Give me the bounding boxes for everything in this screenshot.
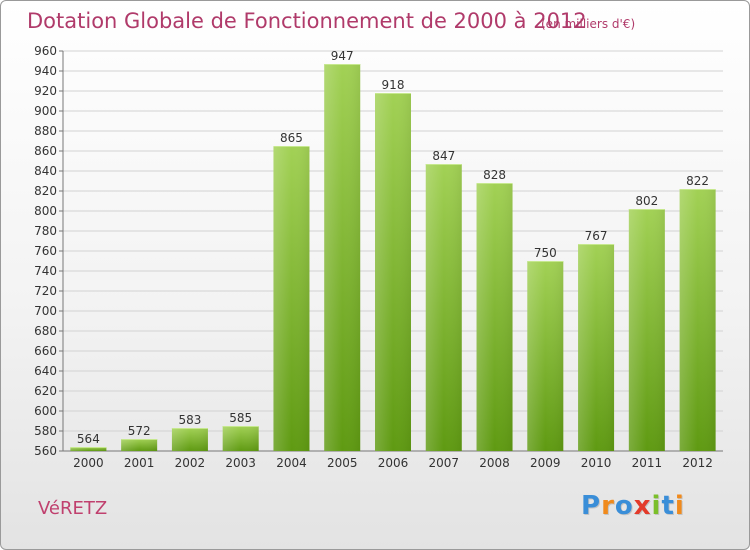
- bar-shine: [679, 189, 716, 451]
- x-tick-label: 2003: [225, 456, 256, 470]
- bar-shine: [527, 261, 564, 451]
- logo-letter: t: [661, 491, 675, 521]
- y-tick-label: 600: [34, 404, 57, 418]
- y-tick-label: 840: [34, 164, 57, 178]
- bar-shine: [578, 244, 615, 451]
- y-tick-label: 680: [34, 324, 57, 338]
- bar-value-label: 767: [585, 229, 608, 243]
- y-tick-label: 880: [34, 124, 57, 138]
- bar-value-label: 564: [77, 432, 100, 446]
- y-tick-label: 580: [34, 424, 57, 438]
- bar-shine: [324, 64, 361, 451]
- logo-letter: o: [614, 491, 634, 521]
- bar-shine: [273, 146, 310, 451]
- commune-name: VéRETZ: [38, 498, 108, 519]
- y-tick-label: 960: [34, 44, 57, 58]
- x-tick-label: 2002: [175, 456, 206, 470]
- bar-value-label: 865: [280, 131, 303, 145]
- x-tick-label: 2008: [479, 456, 510, 470]
- bar-value-label: 947: [331, 49, 354, 63]
- logo-letter: x: [633, 491, 652, 521]
- x-tick-label: 2007: [428, 456, 459, 470]
- y-tick-label: 900: [34, 104, 57, 118]
- x-tick-label: 2012: [682, 456, 713, 470]
- y-tick-label: 740: [34, 264, 57, 278]
- x-tick-label: 2005: [327, 456, 358, 470]
- bar-value-label: 918: [382, 78, 405, 92]
- bar-value-label: 572: [128, 424, 151, 438]
- logo-letter: P: [581, 491, 602, 521]
- bar-value-label: 750: [534, 246, 557, 260]
- y-tick-label: 640: [34, 364, 57, 378]
- bar-shine: [476, 183, 513, 451]
- bar-shine: [375, 93, 411, 451]
- y-tick-label: 700: [34, 304, 57, 318]
- bar-shine: [70, 447, 107, 451]
- x-tick-label: 2001: [124, 456, 155, 470]
- y-tick-label: 800: [34, 204, 57, 218]
- bar-value-label: 822: [686, 174, 709, 188]
- bar-shine: [121, 439, 158, 451]
- logo-letter: i: [651, 491, 662, 521]
- x-tick-label: 2004: [276, 456, 307, 470]
- y-tick-label: 660: [34, 344, 57, 358]
- bar-value-label: 585: [229, 411, 252, 425]
- y-tick-label: 940: [34, 64, 57, 78]
- bar-shine: [222, 426, 259, 451]
- bar-shine: [425, 164, 462, 451]
- y-tick-label: 760: [34, 244, 57, 258]
- x-tick-label: 2011: [632, 456, 663, 470]
- logo-letter: i: [674, 491, 685, 521]
- x-tick-label: 2006: [378, 456, 409, 470]
- chart-subtitle: (en milliers d'€): [541, 17, 636, 31]
- proxiti-logo[interactable]: Proxiti: [581, 491, 685, 521]
- chart-title: Dotation Globale de Fonctionnement de 20…: [27, 9, 587, 33]
- y-tick-label: 620: [34, 384, 57, 398]
- y-tick-label: 860: [34, 144, 57, 158]
- y-tick-label: 920: [34, 84, 57, 98]
- x-tick-label: 2009: [530, 456, 561, 470]
- bar-shine: [628, 209, 665, 451]
- bar-value-label: 583: [178, 413, 201, 427]
- y-tick-label: 820: [34, 184, 57, 198]
- y-tick-label: 720: [34, 284, 57, 298]
- x-tick-label: 2000: [73, 456, 104, 470]
- y-tick-label: 560: [34, 444, 57, 458]
- bar-shine: [171, 428, 208, 451]
- bar-value-label: 828: [483, 168, 506, 182]
- x-tick-label: 2010: [581, 456, 612, 470]
- logo-letter: r: [601, 491, 615, 521]
- bar-value-label: 802: [635, 194, 658, 208]
- y-tick-label: 780: [34, 224, 57, 238]
- bar-value-label: 847: [432, 149, 455, 163]
